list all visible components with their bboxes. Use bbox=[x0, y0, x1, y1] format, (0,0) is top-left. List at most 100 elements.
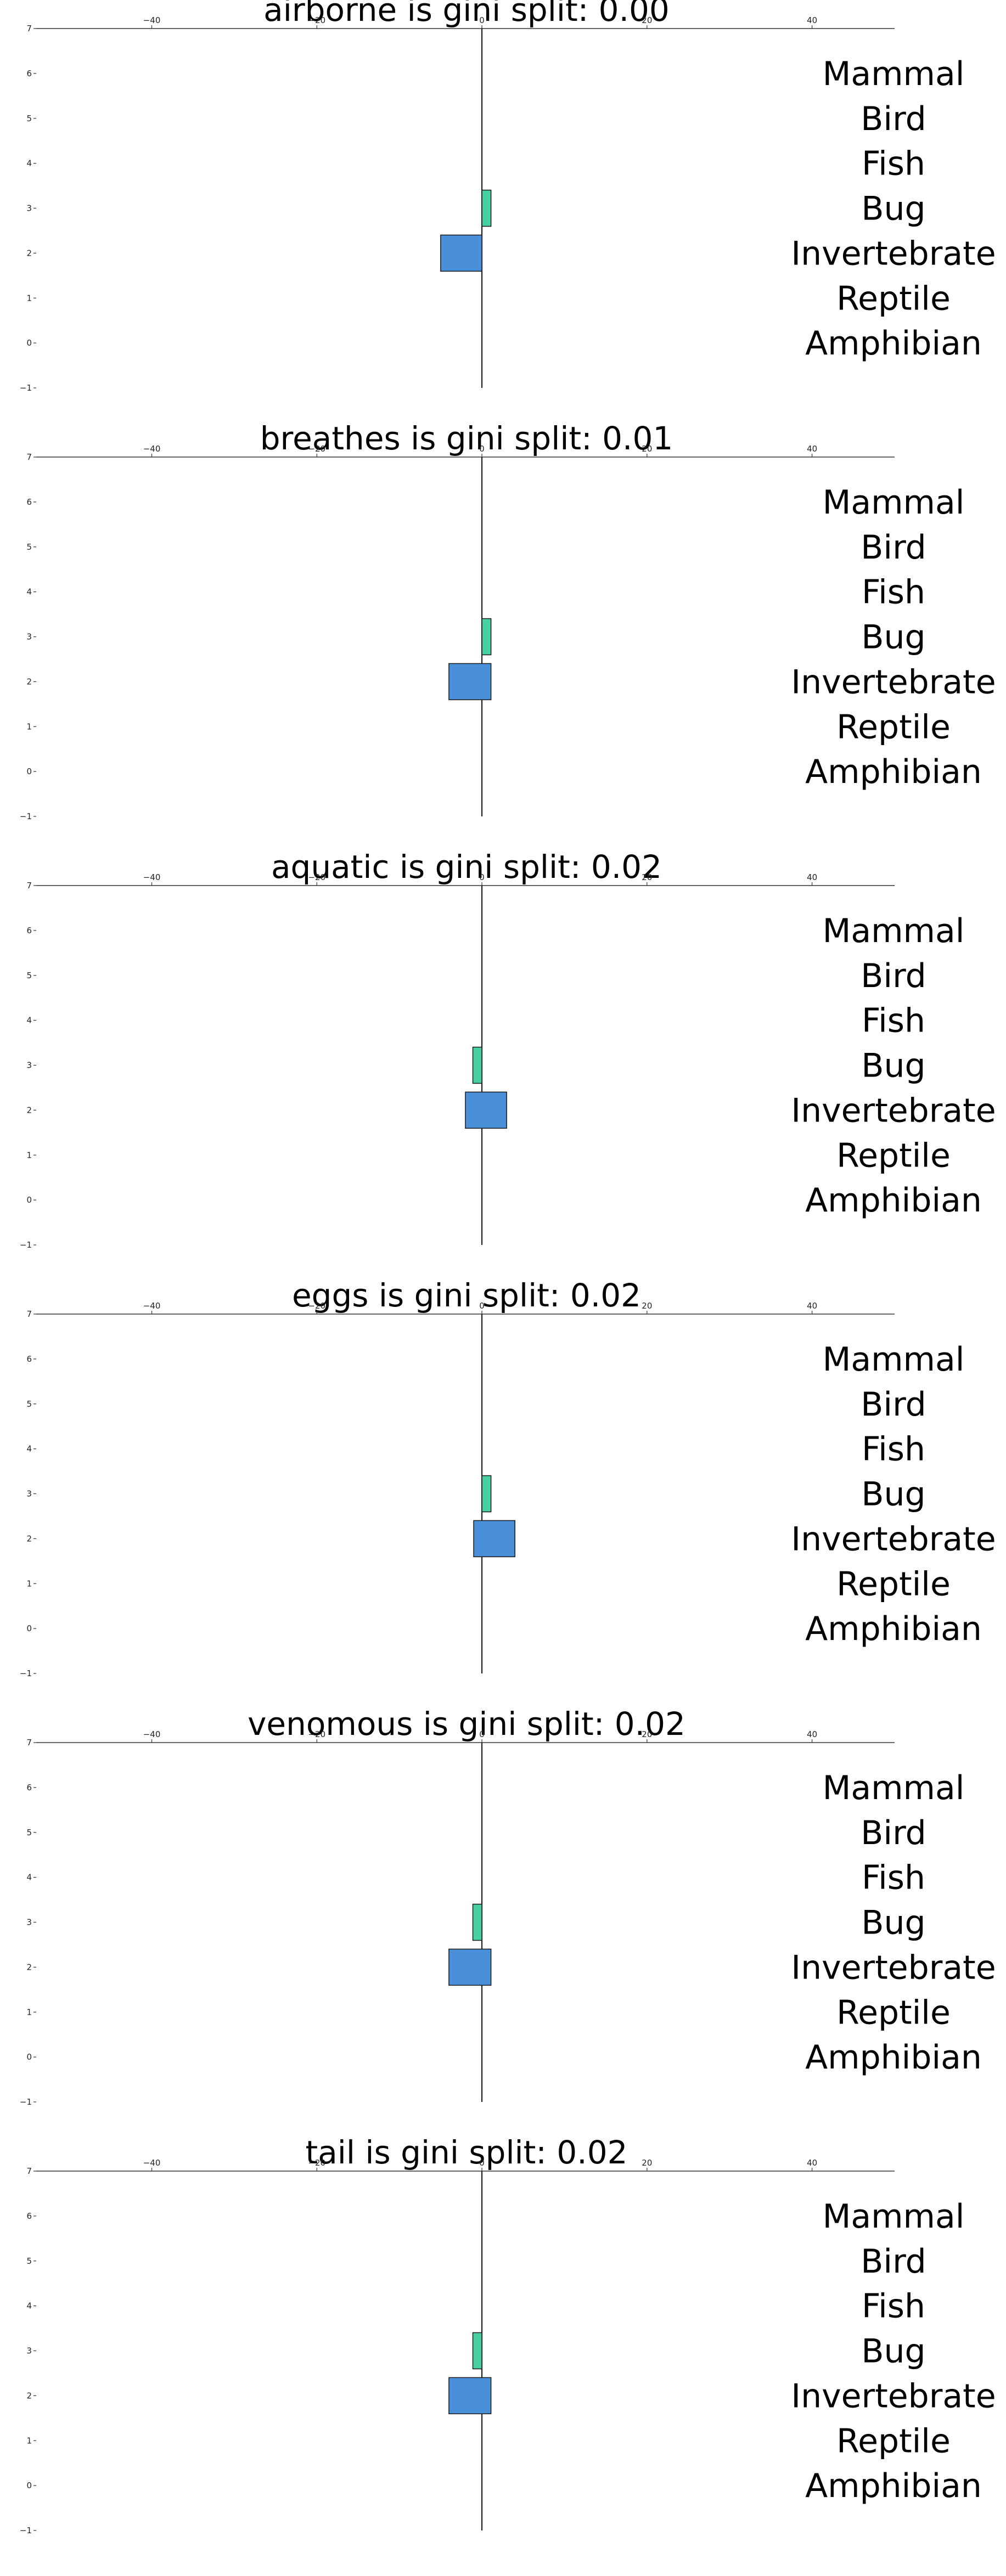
class-label-amphibian: Amphibian bbox=[805, 2467, 982, 2505]
chart-title: aquatic is gini split: 0.02 bbox=[271, 848, 662, 886]
class-label-fish: Fish bbox=[862, 1859, 925, 1897]
y-tick-label: 5 bbox=[26, 971, 32, 980]
y-tick-label: 2 bbox=[26, 2391, 32, 2400]
y-tick-label: 7 bbox=[26, 452, 32, 462]
class-label-reptile: Reptile bbox=[836, 708, 951, 746]
y-tick-label: 0 bbox=[26, 1624, 32, 1633]
bar-bug bbox=[472, 1903, 482, 1941]
y-tick-label: 6 bbox=[26, 926, 32, 935]
x-tick-label: 40 bbox=[807, 872, 817, 882]
class-label-mammal: Mammal bbox=[823, 1769, 965, 1807]
bar-invertebrate bbox=[448, 2377, 492, 2415]
class-label-bug: Bug bbox=[861, 1047, 925, 1085]
x-tick-label: 20 bbox=[642, 1301, 652, 1311]
x-tick-label: −40 bbox=[143, 1729, 161, 1739]
class-label-mammal: Mammal bbox=[823, 483, 965, 522]
y-tick-label: 6 bbox=[26, 1783, 32, 1793]
x-tick-label: −20 bbox=[308, 1301, 325, 1311]
bar-bug bbox=[481, 189, 492, 227]
chart-panel-4: eggs is gini split: 0.02−40 −20 0 20 4076543… bbox=[20, 1277, 996, 1678]
y-tick-label: −1 bbox=[20, 2097, 32, 2107]
class-label-bug: Bug bbox=[861, 190, 925, 228]
y-tick-label: 4 bbox=[26, 159, 32, 168]
y-tick-label: 5 bbox=[26, 542, 32, 552]
y-tick-label: −1 bbox=[20, 1669, 32, 1678]
y-tick-label: 1 bbox=[26, 2436, 32, 2445]
class-label-invertebrate: Invertebrate bbox=[791, 1520, 996, 1558]
x-tick-label: 20 bbox=[642, 1729, 652, 1739]
class-label-bird: Bird bbox=[861, 2242, 926, 2281]
y-tick-label: 7 bbox=[26, 881, 32, 890]
x-tick-label: 40 bbox=[807, 15, 817, 25]
x-tick-label: 20 bbox=[642, 15, 652, 25]
class-label-fish: Fish bbox=[862, 2287, 925, 2326]
y-tick-label: 5 bbox=[26, 114, 32, 123]
class-label-mammal: Mammal bbox=[823, 55, 965, 93]
class-label-bug: Bug bbox=[861, 1904, 925, 1942]
x-tick-label: −20 bbox=[308, 15, 325, 25]
class-label-fish: Fish bbox=[862, 145, 925, 183]
x-tick-label: −40 bbox=[143, 15, 161, 25]
x-tick-label: 0 bbox=[479, 2158, 485, 2168]
y-tick-label: 6 bbox=[26, 1354, 32, 1364]
chart-title: venomous is gini split: 0.02 bbox=[248, 1705, 685, 1743]
y-tick-label: 1 bbox=[26, 1579, 32, 1588]
class-label-bird: Bird bbox=[861, 1385, 926, 1424]
class-label-amphibian: Amphibian bbox=[805, 1181, 982, 1220]
chart-panel-3: aquatic is gini split: 0.02−40 −20 0 20 4076… bbox=[20, 848, 996, 1250]
class-label-invertebrate: Invertebrate bbox=[791, 234, 996, 273]
chart-title: tail is gini split: 0.02 bbox=[305, 2134, 627, 2171]
x-tick-label: −20 bbox=[308, 1729, 325, 1739]
y-tick-label: 7 bbox=[26, 1738, 32, 1748]
class-label-amphibian: Amphibian bbox=[805, 324, 982, 363]
y-tick-label: 7 bbox=[26, 1309, 32, 1319]
chart-panel-6: tail is gini split: 0.02−40 −20 0 20 4076543… bbox=[20, 2134, 996, 2535]
y-tick-label: 7 bbox=[26, 2166, 32, 2176]
x-tick-label: −40 bbox=[143, 2158, 161, 2168]
class-label-amphibian: Amphibian bbox=[805, 1610, 982, 1648]
bar-bug bbox=[481, 1475, 492, 1513]
x-tick-label: 40 bbox=[807, 1729, 817, 1739]
y-tick-label: 0 bbox=[26, 2052, 32, 2062]
x-tick-label: 40 bbox=[807, 2158, 817, 2168]
class-label-amphibian: Amphibian bbox=[805, 753, 982, 791]
y-tick-label: 4 bbox=[26, 1444, 32, 1454]
y-tick-label: −1 bbox=[20, 2526, 32, 2535]
y-tick-label: 4 bbox=[26, 587, 32, 597]
class-label-fish: Fish bbox=[862, 1002, 925, 1040]
class-label-amphibian: Amphibian bbox=[805, 2038, 982, 2077]
y-tick-label: 2 bbox=[26, 1534, 32, 1543]
class-label-bug: Bug bbox=[861, 1475, 925, 1514]
bar-invertebrate bbox=[473, 1520, 515, 1558]
class-label-fish: Fish bbox=[862, 1430, 925, 1469]
bar-invertebrate bbox=[465, 1091, 507, 1129]
y-tick-label: 6 bbox=[26, 69, 32, 78]
y-tick-label: 5 bbox=[26, 1399, 32, 1409]
y-tick-label: 4 bbox=[26, 2301, 32, 2311]
class-label-bird: Bird bbox=[861, 100, 926, 138]
x-tick-label: −20 bbox=[308, 444, 325, 454]
y-tick-label: 3 bbox=[26, 632, 32, 642]
y-tick-label: 4 bbox=[26, 1873, 32, 1882]
y-tick-label: 3 bbox=[26, 204, 32, 213]
bar-invertebrate bbox=[448, 663, 492, 701]
class-label-mammal: Mammal bbox=[823, 2197, 965, 2236]
x-tick-label: 0 bbox=[479, 15, 485, 25]
class-label-bird: Bird bbox=[861, 528, 926, 567]
class-label-invertebrate: Invertebrate bbox=[791, 1948, 996, 1987]
class-label-fish: Fish bbox=[862, 573, 925, 612]
chart-title: eggs is gini split: 0.02 bbox=[292, 1277, 641, 1314]
y-tick-label: 0 bbox=[26, 766, 32, 776]
y-tick-label: 6 bbox=[26, 2211, 32, 2221]
class-label-bird: Bird bbox=[861, 1814, 926, 1852]
y-tick-label: 4 bbox=[26, 1016, 32, 1025]
chart-panel-5: venomous is gini split: 0.02 −40 −20 0 20 40 7… bbox=[20, 1705, 996, 2107]
class-label-invertebrate: Invertebrate bbox=[791, 663, 996, 701]
class-label-invertebrate: Invertebrate bbox=[791, 1091, 996, 1130]
bar-invertebrate bbox=[440, 234, 482, 272]
x-tick-label: 0 bbox=[479, 444, 485, 454]
y-tick-label: 0 bbox=[26, 338, 32, 348]
y-tick-label: 5 bbox=[26, 2256, 32, 2266]
class-label-bird: Bird bbox=[861, 957, 926, 995]
